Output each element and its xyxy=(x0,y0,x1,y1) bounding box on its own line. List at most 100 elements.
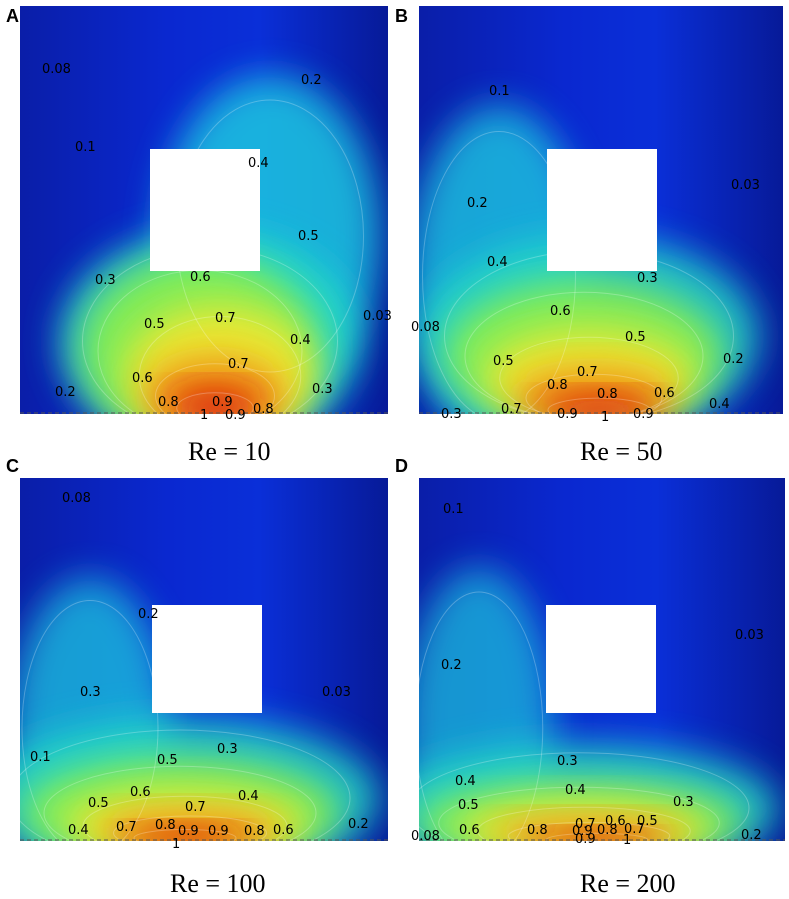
contour-label: 0.7 xyxy=(575,817,596,832)
contour-label: 0.1 xyxy=(443,502,464,517)
contour-label: 0.9 xyxy=(212,395,233,410)
reynolds-caption: Re = 50 xyxy=(580,437,663,466)
contour-line xyxy=(438,786,720,841)
contour-label: 0.9 xyxy=(575,832,596,847)
contour-label: 0.4 xyxy=(565,783,586,798)
contour-field xyxy=(20,578,388,841)
contour-label: 0.8 xyxy=(155,818,176,833)
concentration-band-6 xyxy=(539,396,659,414)
contour-line xyxy=(499,336,679,414)
contour-label: 0.03 xyxy=(363,309,392,324)
contour-label: 0.3 xyxy=(673,795,694,810)
panel-letter: D xyxy=(395,456,408,476)
contour-line xyxy=(21,600,159,841)
contour-label: 0.5 xyxy=(458,798,479,813)
contour-field xyxy=(419,106,783,414)
contour-label: 0.9 xyxy=(572,824,593,839)
contour-label: 0.6 xyxy=(132,371,153,386)
square-obstacle xyxy=(152,605,262,713)
contour-label: 0.03 xyxy=(731,178,760,193)
contour-label: 0.9 xyxy=(178,824,199,839)
contour-label: 0.7 xyxy=(116,820,137,835)
contour-line xyxy=(419,752,750,841)
contour-label: 0.2 xyxy=(441,658,462,673)
contour-label: 1 xyxy=(172,837,180,852)
contour-label: 0.2 xyxy=(467,196,488,211)
contour-line xyxy=(82,795,288,841)
contour-line xyxy=(138,316,302,414)
concentration-band-6 xyxy=(537,832,657,841)
contour-label: 0.5 xyxy=(88,796,109,811)
contour-label: 0.8 xyxy=(527,823,548,838)
contour-line xyxy=(507,821,671,841)
contour-label: 0.1 xyxy=(30,750,51,765)
contour-line xyxy=(422,131,576,414)
contour-label: 0.08 xyxy=(42,62,71,77)
contour-label: 0.5 xyxy=(157,753,178,768)
contour-label: 0.4 xyxy=(248,156,269,171)
contour-label: 0.6 xyxy=(605,814,626,829)
contour-label: 0.08 xyxy=(411,320,440,335)
contour-line xyxy=(20,729,351,841)
contour-label: 0.2 xyxy=(301,73,322,88)
contour-line xyxy=(43,765,317,841)
contour-label: 1 xyxy=(601,410,609,425)
contour-line xyxy=(525,373,663,414)
contour-label: 0.6 xyxy=(190,270,211,285)
contour-label: 0.7 xyxy=(624,822,645,837)
contour-label: 0.3 xyxy=(637,271,658,286)
square-obstacle xyxy=(546,605,656,713)
contour-label: 1 xyxy=(623,833,631,848)
contour-label: 0.4 xyxy=(290,333,311,348)
contour-label: 0.8 xyxy=(597,823,618,838)
contour-line xyxy=(477,806,691,841)
contour-label: 0.9 xyxy=(557,407,578,422)
contour-label: 0.5 xyxy=(637,814,658,829)
contour-label: 0.8 xyxy=(547,378,568,393)
contour-label: 0.8 xyxy=(597,387,618,402)
contour-field xyxy=(419,568,785,841)
contour-label: 0.8 xyxy=(253,402,274,417)
contour-plot xyxy=(419,478,785,841)
contour-label: 0.2 xyxy=(723,352,744,367)
contour-line xyxy=(419,591,544,841)
contour-label: 0.9 xyxy=(633,407,654,422)
panel-letter: B xyxy=(395,6,408,26)
square-obstacle xyxy=(150,149,260,271)
panel-letter: C xyxy=(6,456,19,476)
contour-label: 0.7 xyxy=(577,365,598,380)
contour-label: 0.2 xyxy=(348,817,369,832)
contour-label: 1 xyxy=(200,408,208,423)
contour-label: 0.3 xyxy=(312,382,333,397)
contour-line xyxy=(155,363,275,414)
concentration-band-6 xyxy=(170,390,260,414)
contour-label: 0.08 xyxy=(62,491,91,506)
contour-label: 0.4 xyxy=(68,823,89,838)
contour-label: 0.4 xyxy=(487,255,508,270)
contour-label: 0.08 xyxy=(411,829,440,844)
contour-label: 0.3 xyxy=(217,742,238,757)
reynolds-caption: Re = 10 xyxy=(188,437,271,466)
contour-label: 0.6 xyxy=(654,386,675,401)
contour-label: 0.4 xyxy=(455,774,476,789)
contour-label: 0.9 xyxy=(225,408,246,423)
contour-label: 0.3 xyxy=(441,407,462,422)
contour-label: 0.03 xyxy=(735,628,764,643)
contour-label: 0.4 xyxy=(238,789,259,804)
contour-plot xyxy=(20,478,388,841)
contour-label: 0.7 xyxy=(215,311,236,326)
contour-label: 0.7 xyxy=(501,402,522,417)
contour-label: 0.5 xyxy=(625,330,646,345)
contour-label: 0.2 xyxy=(55,385,76,400)
contour-label: 0.2 xyxy=(138,607,159,622)
contour-label: 0.1 xyxy=(489,84,510,99)
contour-label: 0.6 xyxy=(459,823,480,838)
contour-label: 0.2 xyxy=(741,828,762,843)
contour-plot xyxy=(419,6,783,414)
contour-label: 0.03 xyxy=(322,685,351,700)
contour-label: 0.5 xyxy=(493,354,514,369)
contour-label: 0.1 xyxy=(75,140,96,155)
